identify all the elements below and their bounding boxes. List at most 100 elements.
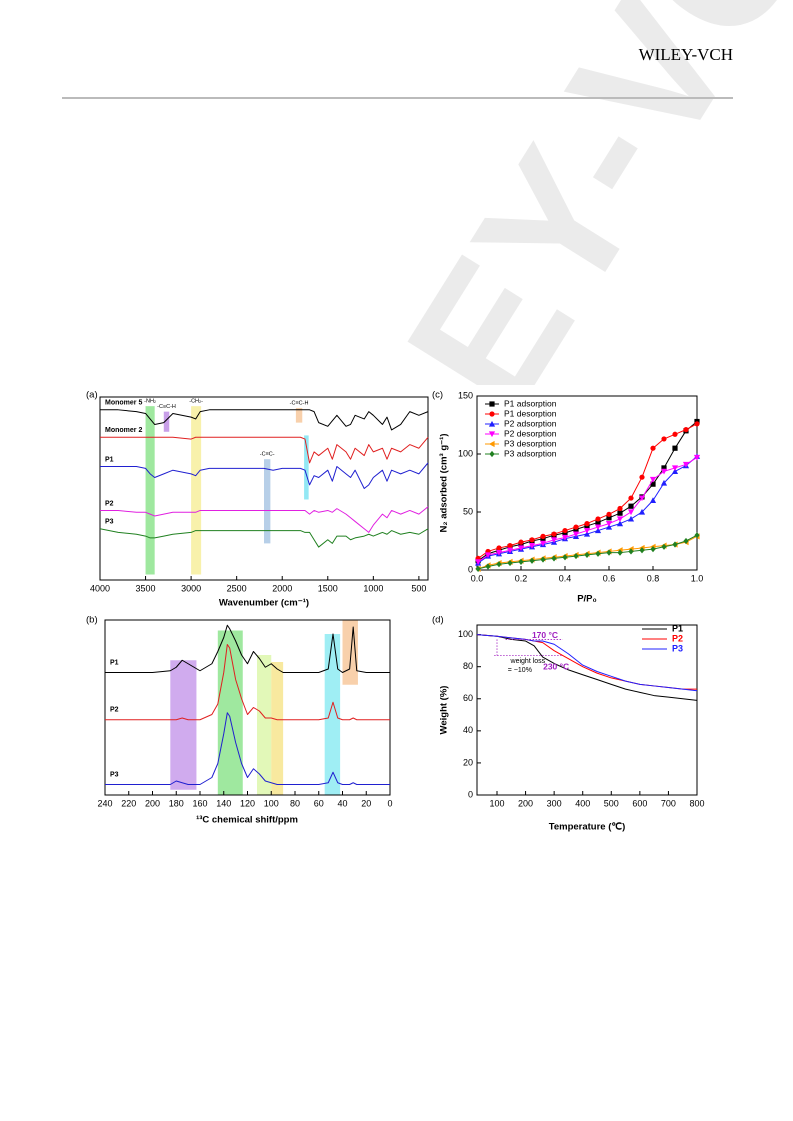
marker bbox=[562, 527, 568, 534]
band-label: -NH₂ bbox=[144, 399, 156, 405]
band-label: -C≡C-H bbox=[157, 404, 176, 410]
marker bbox=[594, 527, 602, 534]
marker bbox=[639, 474, 645, 480]
marker bbox=[660, 479, 668, 486]
legend-marker bbox=[489, 411, 495, 417]
series-label: P2 bbox=[105, 500, 114, 507]
marker bbox=[627, 515, 635, 522]
marker bbox=[661, 436, 667, 442]
band-label: -C≡C- bbox=[260, 452, 275, 458]
marker bbox=[551, 531, 557, 537]
x-tick-label: 800 bbox=[689, 798, 704, 808]
marker bbox=[672, 445, 678, 451]
marker bbox=[617, 549, 623, 556]
x-axis-label: P/P₀ bbox=[577, 594, 597, 605]
marker bbox=[617, 510, 623, 516]
annotation: weight loss bbox=[510, 658, 546, 665]
marker bbox=[584, 551, 590, 559]
marker bbox=[628, 503, 634, 509]
marker bbox=[661, 543, 667, 550]
legend-marker bbox=[489, 450, 495, 458]
series-line bbox=[476, 634, 698, 692]
marker bbox=[496, 561, 502, 568]
series-line bbox=[100, 436, 429, 464]
legend-label: P3 bbox=[672, 643, 683, 653]
marker bbox=[605, 521, 613, 527]
panel-label: (b) bbox=[86, 615, 98, 626]
highlight-band bbox=[217, 630, 243, 795]
highlight-band bbox=[163, 411, 170, 432]
x-tick-label: 180 bbox=[169, 798, 184, 808]
plot-frame bbox=[476, 624, 698, 796]
panel-label: (a) bbox=[86, 390, 98, 401]
highlight-band bbox=[145, 406, 155, 575]
marker bbox=[594, 524, 602, 531]
marker bbox=[507, 559, 513, 567]
marker bbox=[507, 543, 513, 549]
marker bbox=[475, 559, 482, 565]
marker bbox=[495, 550, 503, 556]
x-tick-label: 100 bbox=[264, 798, 279, 808]
marker bbox=[595, 550, 601, 557]
x-axis-label: ¹³C chemical shift/ppm bbox=[196, 815, 298, 826]
x-tick-label: 40 bbox=[337, 798, 347, 808]
x-tick-label: 2000 bbox=[272, 583, 292, 593]
marker bbox=[638, 495, 646, 502]
x-tick-label: 0.8 bbox=[647, 573, 660, 583]
legend-marker bbox=[488, 420, 496, 427]
marker bbox=[649, 497, 657, 503]
series-line bbox=[100, 462, 429, 489]
marker bbox=[617, 505, 623, 512]
legend-label: P1 bbox=[672, 623, 683, 633]
highlight-band bbox=[295, 407, 303, 423]
series-line bbox=[99, 528, 429, 548]
highlight-band bbox=[324, 634, 341, 795]
x-tick-label: 4000 bbox=[90, 583, 110, 593]
y-tick-label: 40 bbox=[463, 725, 473, 735]
series-label: P1 bbox=[105, 456, 114, 463]
marker bbox=[539, 540, 547, 547]
legend-label: P3 desorption bbox=[504, 438, 557, 448]
marker bbox=[638, 508, 646, 515]
legend-label: P1 desorption bbox=[504, 408, 557, 418]
x-tick-label: 2500 bbox=[227, 583, 247, 593]
marker bbox=[518, 558, 524, 565]
marker bbox=[693, 454, 701, 461]
highlight-band bbox=[304, 435, 309, 500]
band-label: -C≡C-H bbox=[290, 400, 309, 406]
marker bbox=[584, 521, 590, 527]
plot-frame bbox=[476, 395, 698, 571]
series-label: P2 bbox=[110, 707, 119, 714]
series-line bbox=[105, 624, 390, 673]
marker bbox=[562, 554, 568, 561]
marker bbox=[671, 465, 679, 472]
marker bbox=[517, 545, 525, 552]
x-tick-label: 3500 bbox=[136, 583, 156, 593]
x-tick-label: 1000 bbox=[363, 583, 383, 593]
marker bbox=[672, 431, 678, 437]
annotation: 230 °C bbox=[543, 661, 569, 671]
marker bbox=[606, 549, 612, 556]
x-tick-label: 0.0 bbox=[471, 573, 484, 583]
marker bbox=[540, 533, 546, 539]
y-tick-label: 80 bbox=[463, 661, 473, 671]
x-tick-label: 0 bbox=[387, 798, 392, 808]
series-line bbox=[100, 409, 429, 431]
marker bbox=[540, 556, 546, 563]
marker bbox=[628, 548, 634, 555]
y-axis-label: Weight (%) bbox=[439, 686, 450, 735]
x-tick-label: 60 bbox=[314, 798, 324, 808]
marker bbox=[606, 515, 612, 521]
x-tick-label: 0.6 bbox=[603, 573, 616, 583]
series-line bbox=[100, 506, 429, 533]
highlight-band bbox=[271, 662, 284, 795]
legend-label: P1 adsorption bbox=[504, 398, 557, 408]
x-tick-label: 140 bbox=[216, 798, 231, 808]
marker bbox=[528, 543, 536, 549]
marker bbox=[561, 534, 569, 541]
annotation: = ~10% bbox=[508, 667, 532, 674]
marker bbox=[551, 555, 557, 562]
marker bbox=[672, 541, 678, 548]
panel-label: (d) bbox=[432, 615, 444, 626]
marker bbox=[529, 557, 535, 564]
